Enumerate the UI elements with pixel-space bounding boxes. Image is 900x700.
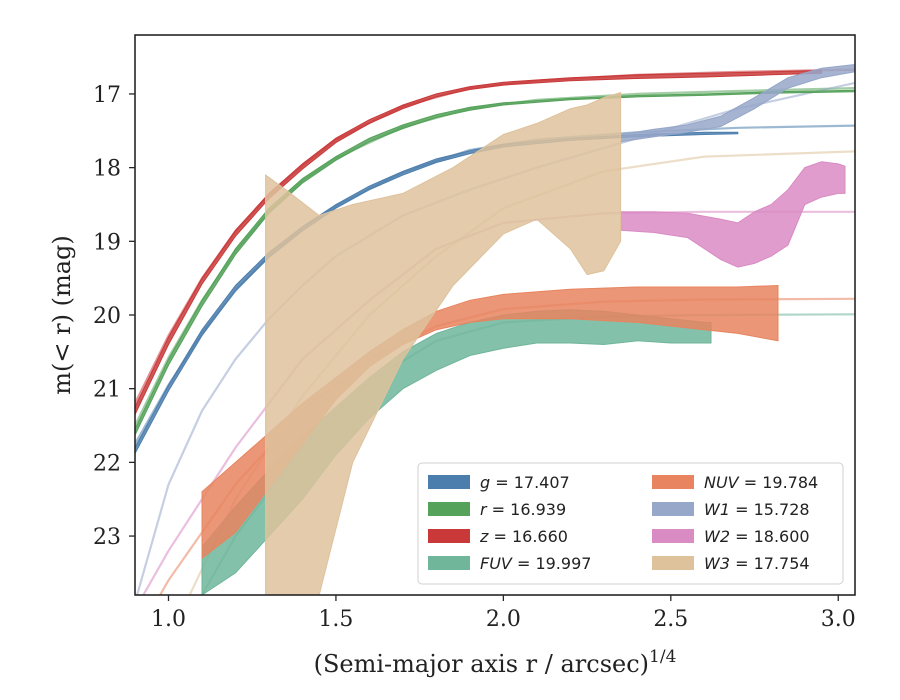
- legend-label-z: z = 16.660: [479, 527, 568, 546]
- legend-label-w2: W2 = 18.600: [704, 527, 810, 546]
- legend-swatch-w2: [652, 529, 694, 543]
- legend: g = 17.407 r = 16.939 z = 16.660 FUV = 19.9…: [417, 462, 844, 585]
- legend-swatch-nuv: [652, 475, 694, 489]
- legend-swatch-g: [428, 475, 470, 489]
- legend-label-w3: W3 = 17.754: [704, 554, 810, 573]
- legend-swatch-w3: [652, 556, 694, 570]
- legend-box: [417, 462, 844, 585]
- legend-label-w1: W1 = 15.728: [704, 500, 810, 519]
- y-tick-label: 21: [93, 378, 121, 403]
- y-tick-label: 22: [93, 451, 121, 476]
- legend-label-fuv: FUV = 19.997: [480, 554, 591, 573]
- y-tick-label: 23: [93, 525, 121, 550]
- x-tick-label: 1.5: [318, 607, 353, 632]
- y-axis-label: m(< r) (mag): [48, 235, 76, 394]
- legend-swatch-fuv: [428, 556, 470, 570]
- y-tick-label: 19: [93, 230, 121, 255]
- y-tick-label: 18: [93, 157, 121, 182]
- x-tick-label: 3.0: [821, 607, 856, 632]
- x-tick-label: 2.5: [653, 607, 688, 632]
- legend-swatch-w1: [652, 502, 694, 516]
- x-tick-label: 1.0: [151, 607, 186, 632]
- legend-label-r: r = 16.939: [480, 500, 566, 519]
- band-w2: [620, 161, 846, 268]
- legend-swatch-r: [428, 502, 470, 516]
- y-tick-label: 20: [93, 304, 121, 329]
- x-axis-ticks: 1.0 1.5 2.0 2.5 3.0: [151, 595, 856, 632]
- y-tick-label: 17: [93, 83, 121, 108]
- band-w1: [620, 63, 855, 143]
- data-bands: [135, 63, 855, 595]
- x-tick-label: 2.0: [486, 607, 521, 632]
- y-axis-ticks: 17 18 19 20 21 22 23: [93, 83, 135, 550]
- band-w3: [265, 91, 622, 595]
- legend-swatch-z: [428, 529, 470, 543]
- legend-label-g: g = 17.407: [480, 473, 570, 492]
- band-r: [135, 89, 855, 436]
- x-axis-label: (Semi-major axis r / arcsec)1/4: [314, 647, 677, 678]
- legend-label-nuv: NUV = 19.784: [704, 473, 818, 492]
